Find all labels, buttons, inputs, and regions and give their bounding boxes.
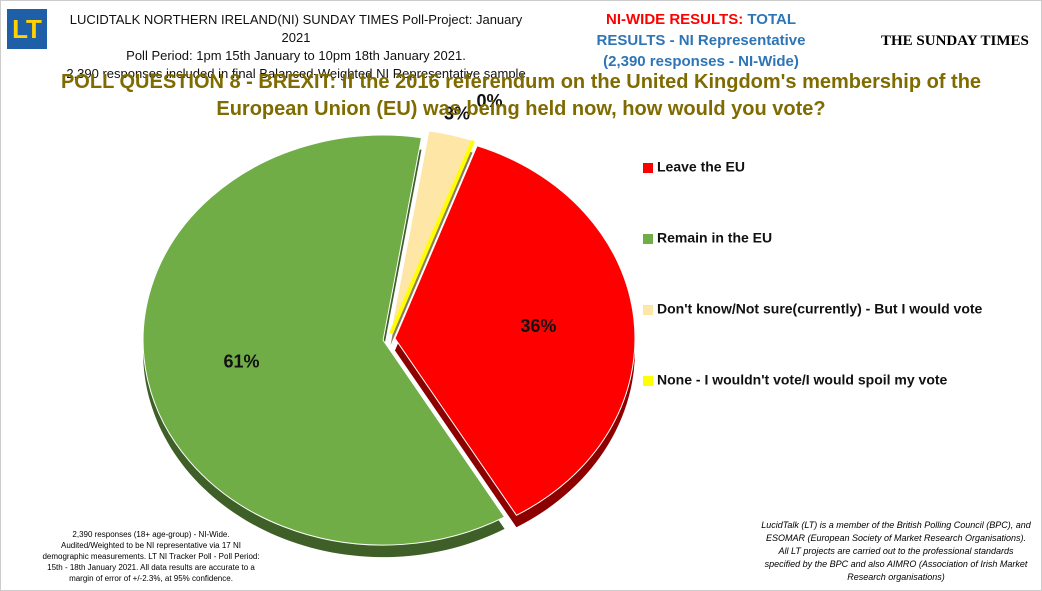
footnote-left: 2,390 responses (18+ age-group) - NI-Wid… [42, 530, 260, 583]
legend-swatch [643, 163, 653, 173]
legend-label: Remain in the EU [657, 230, 772, 246]
header-line: Poll Period: 1pm 15th January to 10pm 18… [126, 48, 466, 63]
data-label: 0% [477, 91, 503, 111]
legend-label: None - I wouldn't vote/I would spoil my … [657, 372, 948, 388]
results-line: RESULTS - NI Representative [596, 32, 806, 49]
slice [394, 145, 636, 516]
data-label: 3% [444, 104, 470, 124]
legend-swatch [643, 305, 653, 315]
legend-swatch [643, 376, 653, 386]
header-info: LUCIDTALK NORTHERN IRELAND(NI) SUNDAY TI… [56, 11, 536, 83]
results-red: NI-WIDE RESULTS: [606, 11, 744, 28]
results-box: NI-WIDE RESULTS: TOTAL RESULTS - NI Repr… [561, 9, 841, 72]
brand: THE SUNDAY TIMES [881, 33, 1029, 49]
slice [142, 134, 506, 546]
results-blue: TOTAL [747, 11, 796, 28]
logo: LT [7, 9, 47, 49]
chart-title: POLL QUESTION 8 - BREXIT: If the 2016 re… [60, 71, 982, 120]
header-line: LUCIDTALK NORTHERN IRELAND(NI) SUNDAY TI… [69, 12, 523, 45]
legend-label: Leave the EU [657, 159, 745, 175]
data-label: 36% [520, 316, 556, 336]
legend-swatch [643, 234, 653, 244]
results-line: (2,390 responses - NI-Wide) [603, 53, 799, 70]
data-label: 61% [224, 351, 260, 371]
footnote-right: LucidTalk (LT) is a member of the Britis… [761, 520, 1031, 582]
header-line: 2,390 responses included in final Balanc… [66, 66, 526, 81]
slice [389, 139, 475, 335]
legend-label: Don't know/Not sure(currently) - But I w… [657, 301, 983, 317]
